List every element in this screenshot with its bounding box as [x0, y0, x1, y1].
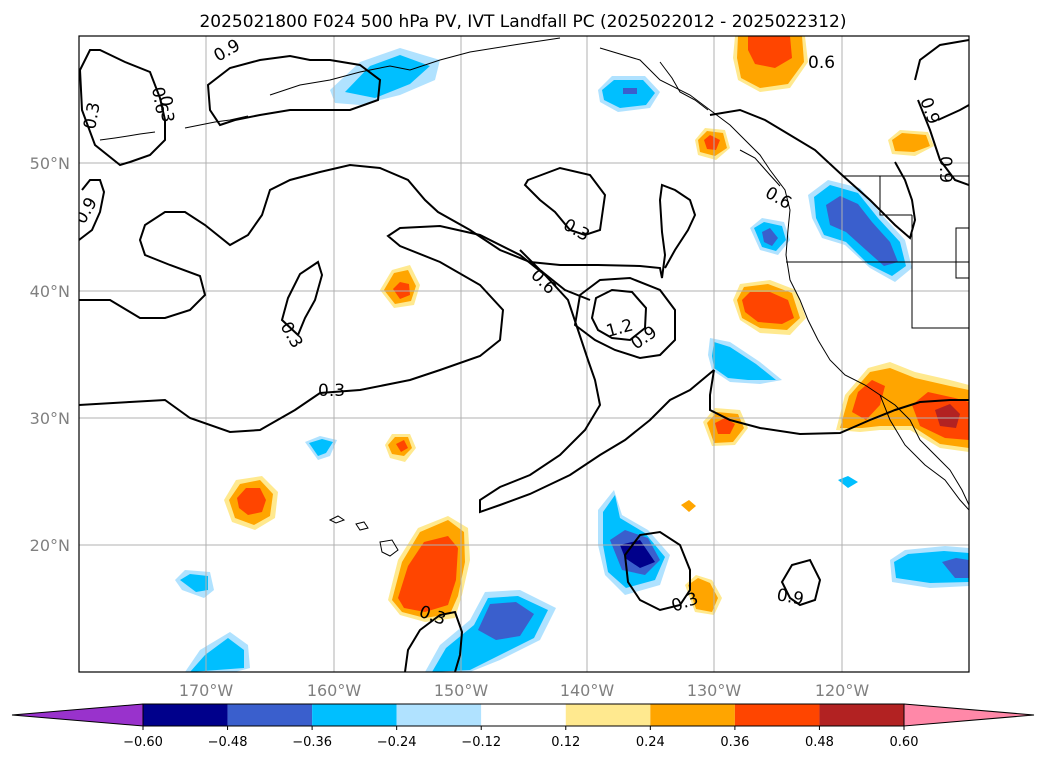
- colorbar-bin: [650, 704, 735, 726]
- colorbar-under-triangle: [11, 703, 144, 727]
- lat-axis: 50°N 40°N 30°N 20°N: [30, 154, 70, 555]
- shade-blob-negative: [708, 338, 782, 384]
- shade-blob-negative: [808, 180, 912, 282]
- contour-label: 0.3: [318, 381, 345, 401]
- coastlines: [99, 37, 969, 557]
- shade-blob-negative: [598, 76, 660, 112]
- contour-label: 0.9: [775, 585, 805, 609]
- colorbar-bin: [396, 704, 482, 726]
- shade-blob-positive: [380, 265, 420, 308]
- lon-tick-label: 130°W: [687, 681, 742, 700]
- lat-tick-label: 40°N: [30, 282, 70, 301]
- colorbar-tick-label: 0.12: [551, 735, 580, 750]
- colorbar-bin: [565, 704, 651, 726]
- shade-blob-positive: [888, 130, 934, 156]
- contour-label: 0.6: [808, 53, 835, 73]
- colorbar-tick-label: −0.36: [292, 735, 332, 750]
- lon-tick-label: 170°W: [179, 681, 234, 700]
- shade-blob-negative: [838, 476, 858, 488]
- colorbar-tick-label: −0.12: [461, 735, 501, 750]
- lon-tick-label: 150°W: [434, 681, 489, 700]
- colorbar: −0.60 −0.48 −0.36 −0.24 −0.12 0.12 0.24 0.36 0.4…: [11, 703, 1035, 750]
- colorbar-bin: [312, 704, 397, 726]
- colorbar-tick-label: 0.48: [805, 735, 834, 750]
- map-area: 0.9 0.6 0.3 0.9 0.3 0.6 1.2 0.9 0.3 0.3 …: [78, 35, 970, 673]
- lon-tick-label: 120°W: [815, 681, 870, 700]
- colorbar-over-triangle: [903, 703, 1035, 727]
- lon-axis: 170°W 160°W 150°W 140°W 130°W 120°W: [179, 681, 870, 700]
- contour-label: 0.3: [155, 95, 177, 124]
- colorbar-bin: [143, 704, 228, 726]
- contour-label: 0.9: [935, 156, 955, 183]
- shade-blob-positive: [385, 434, 416, 462]
- contour-label: 0.6: [147, 85, 171, 115]
- colorbar-bin: [227, 704, 313, 726]
- colorbar-tick-label: 0.24: [636, 735, 665, 750]
- shade-blob-negative: [175, 570, 214, 598]
- shade-blob-positive: [681, 500, 696, 512]
- shade-blob-positive: [224, 476, 278, 530]
- shade-blob-positive: [733, 36, 808, 92]
- shade-blob-negative: [750, 218, 790, 255]
- pv-contours: [79, 39, 969, 672]
- contour-label: 0.3: [80, 101, 104, 131]
- shade-blob-negative: [185, 632, 250, 672]
- shade-blob-positive: [733, 280, 806, 335]
- map-border: [78, 35, 970, 673]
- shade-blob-positive: [695, 128, 730, 160]
- colorbar-tick-label: 0.36: [720, 735, 749, 750]
- shade-blob-negative: [330, 48, 440, 105]
- map-title: 2025021800 F024 500 hPa PV, IVT Landfall…: [199, 12, 846, 32]
- colorbar-tick-label: −0.48: [208, 735, 248, 750]
- colorbar-bin: [481, 704, 566, 726]
- colorbar-frame: [142, 703, 905, 727]
- colorbar-bin: [819, 704, 904, 726]
- colorbar-tick-label: −0.60: [123, 735, 163, 750]
- colorbar-bin: [734, 704, 820, 726]
- shade-blob-negative: [305, 436, 337, 460]
- lat-tick-label: 50°N: [30, 154, 70, 173]
- lat-tick-label: 20°N: [30, 536, 70, 555]
- colorbar-tick-label: −0.24: [377, 735, 417, 750]
- colorbar-tick-label: 0.60: [890, 735, 919, 750]
- lat-tick-label: 30°N: [30, 409, 70, 428]
- lon-tick-label: 140°W: [560, 681, 615, 700]
- shade-blob-negative: [890, 546, 969, 588]
- shade-blob-positive: [685, 575, 722, 615]
- lon-tick-label: 160°W: [307, 681, 362, 700]
